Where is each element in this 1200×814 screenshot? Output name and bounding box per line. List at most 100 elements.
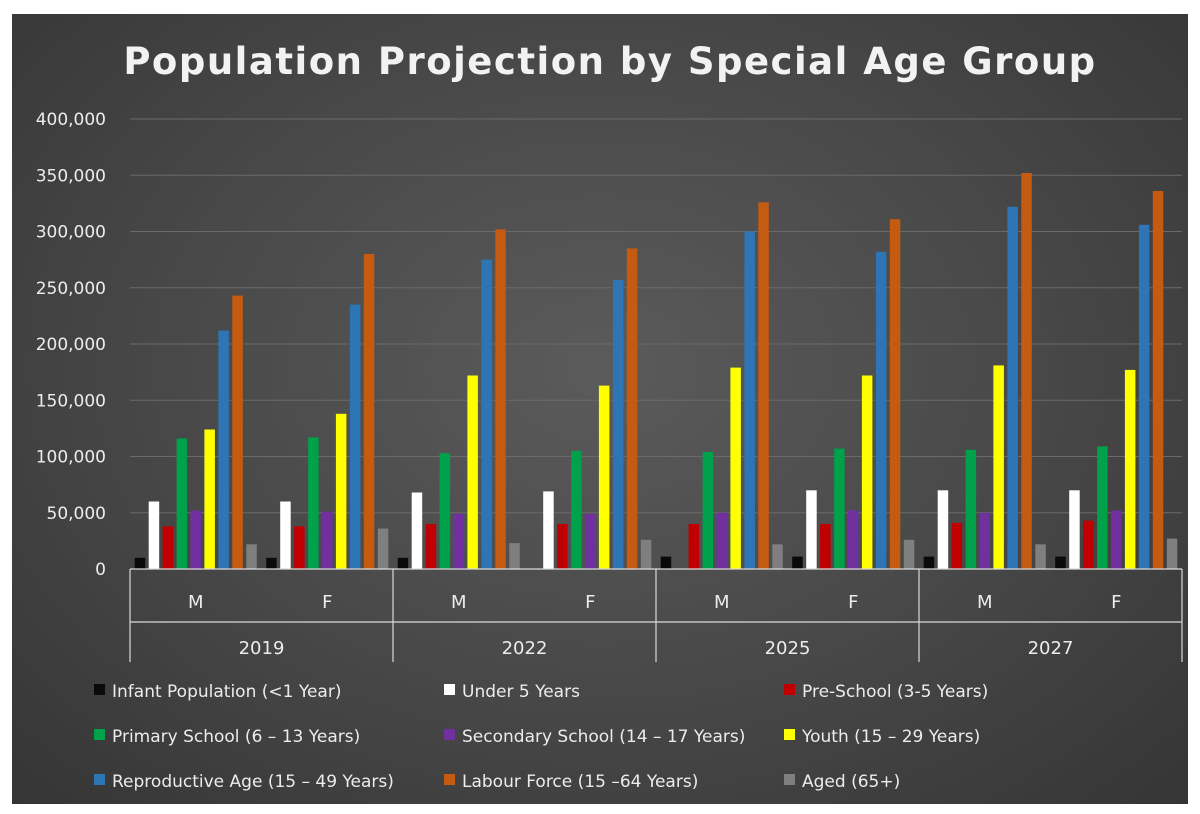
bar	[148, 501, 160, 569]
bar	[834, 448, 845, 569]
legend-swatch	[94, 774, 105, 785]
bar	[377, 528, 389, 569]
bar	[322, 511, 333, 569]
bar	[481, 259, 492, 569]
bar	[349, 304, 361, 569]
bar	[903, 539, 915, 570]
bar	[1166, 538, 1178, 569]
category-label: F	[585, 592, 595, 613]
group-label: 2025	[765, 638, 811, 659]
bar	[772, 544, 783, 570]
bar	[467, 375, 478, 569]
bar	[162, 526, 174, 570]
bar	[218, 330, 229, 569]
bar	[1021, 173, 1032, 569]
legend-swatch	[784, 729, 795, 740]
bar	[716, 512, 727, 570]
bar	[758, 202, 769, 570]
bar	[439, 453, 451, 569]
bar	[744, 231, 755, 569]
y-axis-ticks: 0 50,000 100,000 150,000 200,000 250,000 300,0…	[36, 110, 106, 580]
legend-label: Infant Population (<1 Year)	[112, 682, 341, 702]
group-label: 2022	[502, 638, 548, 659]
legend-label: Aged (65+)	[802, 772, 900, 792]
bar	[979, 512, 990, 570]
bar	[1138, 224, 1150, 570]
bar	[965, 449, 977, 570]
y-tick-label: 250,000	[36, 279, 106, 299]
bar	[134, 557, 146, 570]
bar	[246, 544, 257, 570]
bar	[688, 524, 700, 569]
bar	[543, 491, 554, 569]
bar	[294, 526, 305, 570]
bar	[792, 556, 803, 569]
category-axis: M F 2019 M F 2022 M F 2025 M F 2027	[129, 568, 1183, 662]
y-tick-label: 150,000	[36, 391, 106, 411]
bar	[425, 524, 437, 569]
bar	[1035, 544, 1046, 570]
gridlines	[130, 118, 1182, 514]
bar	[1069, 490, 1080, 570]
legend-swatch	[784, 774, 795, 785]
bar	[1097, 446, 1108, 569]
y-tick-label: 350,000	[36, 166, 106, 186]
bar	[509, 543, 520, 569]
y-tick-label: 100,000	[36, 448, 106, 468]
group-label: 2019	[239, 638, 285, 659]
bar	[598, 385, 610, 569]
bar	[730, 367, 741, 569]
bar	[1152, 191, 1164, 569]
bar	[308, 437, 319, 569]
bar	[266, 557, 277, 570]
bar	[1124, 369, 1136, 569]
bar	[993, 365, 1004, 569]
bar	[875, 251, 887, 570]
category-label: F	[1111, 592, 1121, 613]
bar	[335, 413, 347, 570]
legend-swatch	[94, 684, 105, 695]
category-label: M	[451, 592, 467, 613]
bar	[397, 557, 409, 570]
legend-label: Pre-School (3-5 Years)	[802, 682, 988, 702]
legend-swatch	[784, 684, 795, 695]
bar	[1055, 556, 1066, 569]
category-label: F	[848, 592, 858, 613]
legend-label: Secondary School (14 – 17 Years)	[462, 727, 745, 747]
legend-label: Youth (15 – 29 Years)	[801, 727, 980, 747]
bar	[1111, 510, 1122, 569]
bar	[640, 539, 652, 570]
bar	[557, 524, 568, 569]
bar	[1007, 206, 1018, 570]
legend-label: Reproductive Age (15 – 49 Years)	[112, 772, 394, 792]
category-label: M	[714, 592, 730, 613]
legend-swatch	[444, 729, 455, 740]
bar	[848, 510, 859, 569]
bar	[1083, 520, 1094, 569]
chart-svg: Population Projection by Special Age Gro…	[36, 40, 1183, 792]
category-label: F	[322, 592, 332, 613]
category-label: M	[188, 592, 204, 613]
y-tick-label: 0	[95, 560, 106, 580]
bar	[626, 248, 638, 569]
bar	[923, 556, 935, 569]
bar	[820, 524, 831, 569]
y-tick-label: 50,000	[47, 504, 106, 524]
bar	[806, 490, 817, 570]
legend-label: Primary School (6 – 13 Years)	[112, 727, 360, 747]
bar	[937, 490, 949, 570]
category-label: M	[977, 592, 993, 613]
bar	[363, 254, 375, 569]
bar	[280, 501, 291, 569]
chart-title: Population Projection by Special Age Gro…	[123, 40, 1096, 83]
bar	[585, 513, 596, 569]
chart-area: Population Projection by Special Age Gro…	[12, 14, 1188, 804]
bar	[660, 556, 672, 569]
legend: Infant Population (<1 Year) Under 5 Years…	[94, 682, 988, 792]
bar	[190, 510, 201, 569]
legend-label: Labour Force (15 –64 Years)	[462, 772, 698, 792]
y-tick-label: 200,000	[36, 335, 106, 355]
legend-label: Under 5 Years	[462, 682, 580, 702]
bar	[861, 375, 873, 569]
bar	[951, 522, 963, 569]
